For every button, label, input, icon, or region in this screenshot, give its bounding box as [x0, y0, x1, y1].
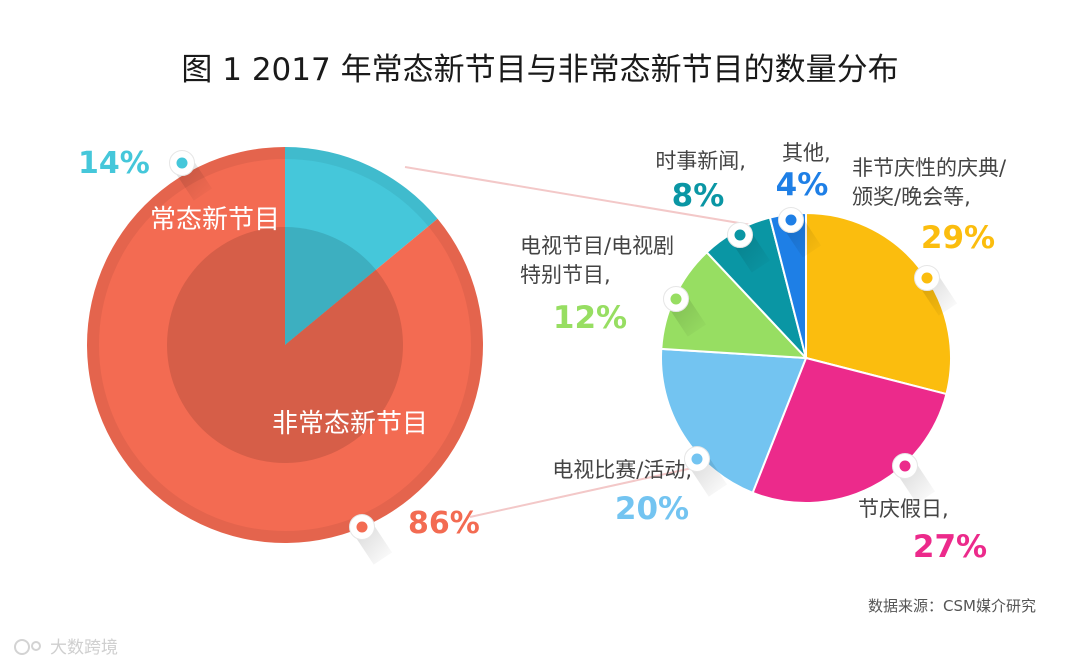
- right-marker-icon: [892, 453, 936, 504]
- right-slice-label: 电视节目/电视剧: [520, 234, 674, 258]
- left-slice-label: 非常态新节目: [272, 409, 428, 439]
- right-slice-label: 颁奖/晚会等,: [852, 185, 971, 209]
- right-pie-slice: [660, 347, 808, 495]
- right-slice-label: 其他,: [782, 141, 831, 165]
- right-slice-label: 电视比赛/活动,: [552, 458, 692, 482]
- right-marker-icon: [684, 446, 728, 497]
- right-marker-icon: [914, 265, 958, 316]
- right-marker-icon: [663, 286, 707, 337]
- watermark: 大数跨境: [14, 638, 118, 658]
- right-slice-value: 4%: [776, 167, 829, 203]
- right-marker-icon: [778, 207, 822, 258]
- label-markers: [169, 150, 958, 565]
- right-slice-label: 时事新闻,: [655, 149, 746, 173]
- right-marker-icon: [727, 222, 771, 273]
- chart-title: 图 1 2017 年常态新节目与非常态新节目的数量分布: [181, 52, 898, 88]
- left-slice-value: 14%: [78, 146, 150, 181]
- right-slice-label: 特别节目,: [520, 263, 611, 287]
- right-slice-value: 29%: [921, 220, 995, 256]
- left-pie: [86, 147, 483, 543]
- left-pie-rim: [87, 147, 483, 543]
- connector-lines: [404, 166, 752, 518]
- right-slice-value: 8%: [672, 178, 725, 214]
- right-slice-value: 20%: [615, 491, 689, 527]
- right-slice-label: 非节庆性的庆典/: [852, 156, 1007, 180]
- left-slice-label: 常态新节目: [150, 205, 280, 235]
- left-marker-icon: [169, 150, 213, 201]
- watermark-logo-icon: [14, 639, 30, 655]
- watermark-text: 大数跨境: [50, 638, 118, 658]
- watermark-logo-dot-icon: [31, 641, 41, 651]
- right-slice-label: 节庆假日,: [858, 497, 949, 521]
- left-pie-core: [285, 227, 376, 345]
- left-slice-value: 86%: [408, 506, 480, 541]
- connector-line-bottom: [469, 464, 707, 518]
- right-slice-value: 12%: [553, 300, 627, 336]
- connector-line-top: [404, 166, 752, 226]
- left-pie-core: [167, 227, 403, 463]
- right-slice-value: 27%: [913, 529, 987, 565]
- left-marker-icon: [349, 514, 393, 565]
- source-note: 数据来源：CSM媒介研究: [868, 597, 1036, 615]
